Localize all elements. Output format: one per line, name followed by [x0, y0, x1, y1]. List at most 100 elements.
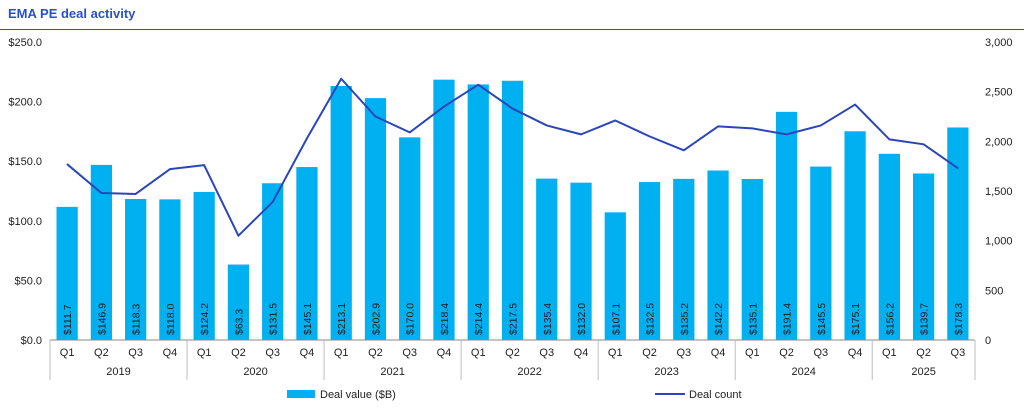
deal-count-point — [751, 127, 753, 130]
y-right-tick-label: 0 — [985, 335, 991, 347]
deal-count-point — [100, 192, 102, 194]
bar — [810, 166, 832, 340]
bar-data-label: $170.0 — [405, 303, 417, 335]
deal-count-point — [546, 124, 548, 127]
bar — [433, 79, 455, 340]
deal-count-point — [614, 119, 616, 122]
bar — [364, 98, 387, 340]
bar-data-label: $213.1 — [336, 303, 348, 335]
x-tick-label: Q3 — [676, 347, 691, 359]
bar-data-label: $118.3 — [131, 304, 143, 335]
y-left-tick-label: $200.0 — [8, 97, 42, 109]
x-year-label: 2025 — [911, 366, 935, 378]
deal-count-point — [237, 235, 240, 237]
x-year-label: 2024 — [791, 366, 815, 378]
y-left-tick-label: $250.0 — [8, 37, 42, 49]
bar — [296, 167, 318, 340]
deal-count-point — [409, 131, 411, 133]
x-year-label: 2019 — [106, 366, 130, 378]
x-tick-label: Q1 — [608, 347, 623, 359]
x-year-label: 2022 — [517, 366, 541, 378]
deal-count-point — [340, 78, 342, 80]
x-tick-label: Q3 — [402, 347, 417, 359]
x-tick-label: Q2 — [231, 347, 246, 359]
x-tick-label: Q3 — [128, 347, 143, 359]
y-right-tick-label: 1,500 — [985, 186, 1013, 198]
y-right-tick-label: 2,000 — [985, 136, 1013, 148]
bar-data-label: $132.5 — [645, 303, 657, 335]
legend-swatch-deal-value — [287, 390, 315, 398]
x-tick-label: Q3 — [813, 347, 828, 359]
bar-data-label: $156.2 — [884, 303, 896, 335]
deal-count-point — [203, 164, 205, 166]
bar — [741, 178, 763, 340]
y-left-tick-label: $150.0 — [8, 156, 42, 168]
x-tick-label: Q4 — [437, 347, 452, 359]
bar — [912, 173, 935, 340]
bar — [673, 178, 695, 340]
bar-data-label: $191.4 — [782, 303, 794, 335]
x-year-label: 2020 — [243, 366, 267, 378]
x-tick-label: Q4 — [300, 347, 315, 359]
bar-data-label: $217.5 — [508, 303, 520, 335]
legend-label-deal-count: Deal count — [689, 389, 742, 401]
deal-count-point — [272, 201, 274, 203]
y-right-tick-label: 1,000 — [985, 236, 1013, 248]
bar — [159, 199, 181, 340]
bar — [399, 137, 421, 340]
deal-count-point — [443, 105, 445, 108]
bar — [707, 170, 729, 340]
deal-count-point — [477, 84, 479, 86]
bar-data-label: $107.1 — [610, 303, 622, 335]
bar-data-label: $175.1 — [850, 303, 862, 335]
x-tick-label: Q2 — [916, 347, 931, 359]
x-tick-label: Q2 — [642, 347, 657, 359]
x-tick-label: Q4 — [848, 347, 863, 359]
bar-data-label: $135.1 — [747, 303, 759, 335]
legend-label-deal-value: Deal value ($B) — [320, 389, 396, 401]
bar-data-label: $124.2 — [199, 303, 211, 335]
y-right-tick-label: 3,000 — [985, 37, 1013, 49]
x-tick-label: Q3 — [951, 347, 966, 359]
deal-count-point — [648, 135, 651, 137]
x-tick-label: Q4 — [574, 347, 589, 359]
x-tick-label: Q2 — [505, 347, 520, 359]
bar — [330, 85, 352, 340]
x-tick-label: Q1 — [60, 347, 75, 359]
x-tick-label: Q1 — [334, 347, 349, 359]
bar — [947, 127, 969, 340]
bar-data-label: $178.3 — [953, 303, 965, 335]
y-left-tick-label: $100.0 — [8, 216, 42, 228]
deal-count-point — [957, 167, 959, 169]
x-tick-label: Q1 — [197, 347, 212, 359]
bar-data-label: $135.2 — [679, 303, 691, 335]
bar-data-label: $139.7 — [919, 303, 931, 335]
title-divider — [0, 29, 1024, 30]
chart-title: EMA PE deal activity — [8, 6, 136, 21]
deal-count-point — [820, 124, 822, 127]
bar — [775, 111, 798, 340]
deal-count-point — [169, 168, 171, 170]
bar-data-label: $135.4 — [542, 303, 554, 335]
bar — [90, 164, 113, 340]
bar — [878, 153, 900, 340]
bar — [56, 206, 78, 340]
x-tick-label: Q2 — [94, 347, 109, 359]
bar-data-label: $214.4 — [473, 303, 485, 335]
deal-count-point — [580, 133, 582, 135]
bar — [193, 191, 215, 340]
deal-count-point — [511, 107, 514, 110]
y-right-tick-label: 500 — [985, 285, 1003, 297]
bar-data-label: $218.4 — [439, 303, 451, 335]
x-year-label: 2023 — [654, 366, 678, 378]
deal-count-point — [923, 143, 925, 145]
x-tick-label: Q1 — [745, 347, 760, 359]
deal-count-point — [374, 115, 377, 118]
bar-data-label: $131.5 — [268, 303, 280, 335]
bar-data-label: $111.7 — [62, 304, 74, 335]
bar — [501, 80, 524, 341]
bar-data-label: $146.9 — [96, 303, 108, 335]
x-tick-label: Q4 — [163, 347, 178, 359]
y-left-tick-label: $50.0 — [14, 275, 42, 287]
